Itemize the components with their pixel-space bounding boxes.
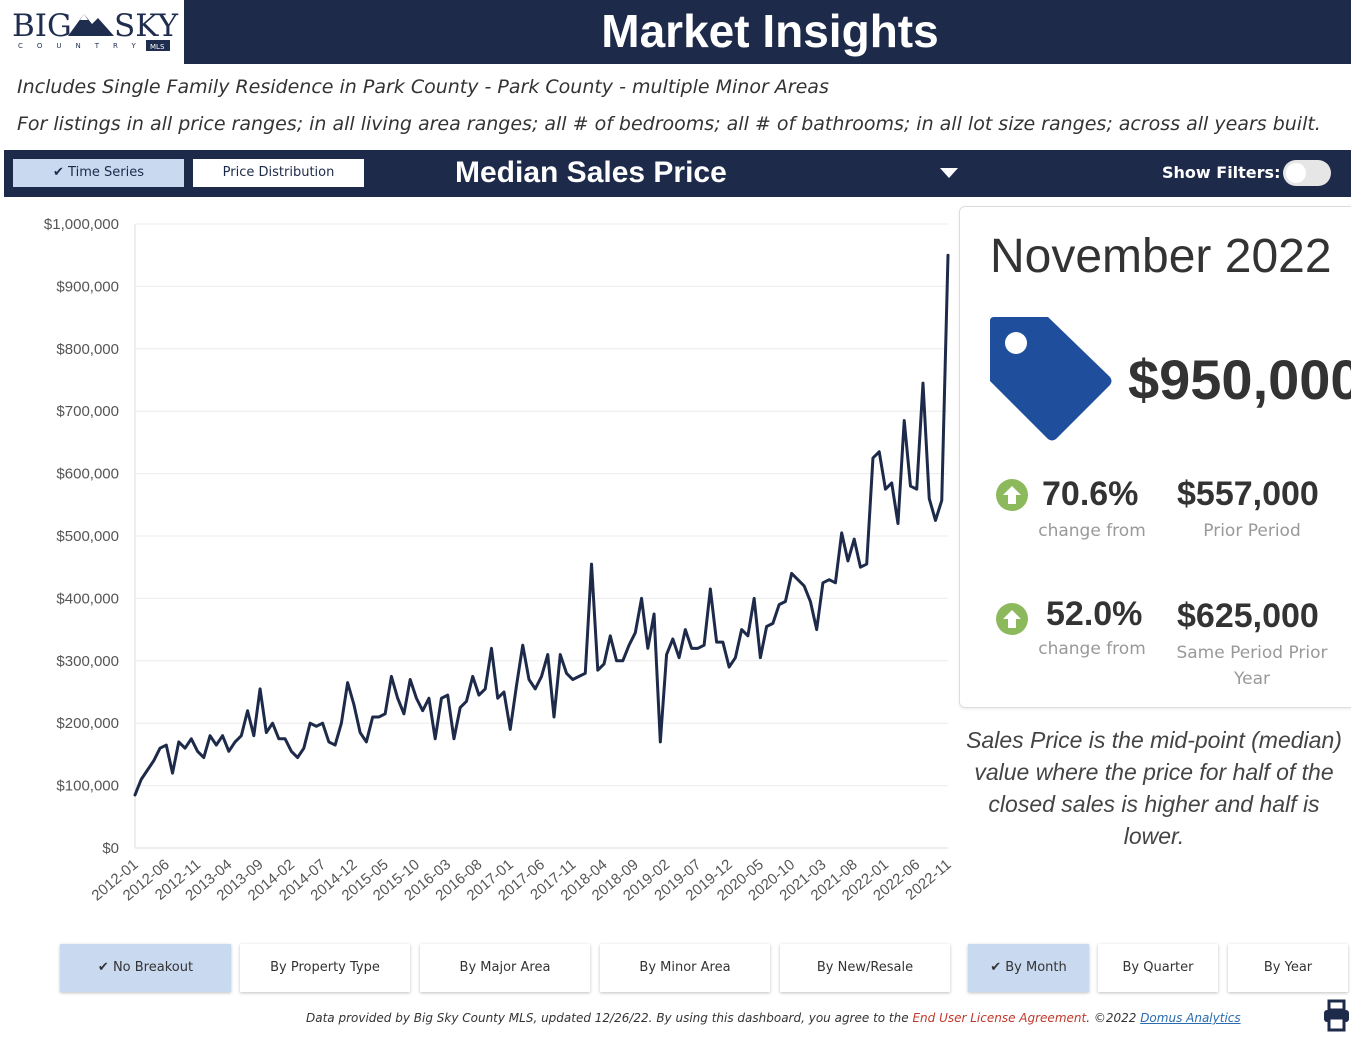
summary-card: November 2022 $950,000 70.6% change from… <box>959 206 1351 708</box>
by-new-resale-button[interactable]: By New/Resale <box>780 944 950 992</box>
price-distribution-button[interactable]: Price Distribution <box>193 159 364 187</box>
y-tick-label: $500,000 <box>56 528 119 545</box>
prior-period-value: $557,000 <box>1177 475 1319 513</box>
svg-text:BIG: BIG <box>12 8 72 44</box>
toolbar: ✔ Time Series Price Distribution Median … <box>4 150 1351 197</box>
y-tick-label: $800,000 <box>56 341 119 358</box>
prior-year-caption-1: Same Period Prior <box>1176 643 1328 663</box>
prior-year-value: $625,000 <box>1177 597 1319 635</box>
print-icon[interactable] <box>1322 999 1351 1032</box>
page-title: Market Insights <box>601 5 939 57</box>
by-year-button[interactable]: By Year <box>1228 944 1348 992</box>
chevron-down-icon <box>940 168 958 178</box>
domus-analytics-link[interactable]: Domus Analytics <box>1140 1011 1241 1025</box>
pct-change-prior-year: 52.0% <box>1046 595 1143 633</box>
by-minor-area-button[interactable]: By Minor Area <box>600 944 770 992</box>
median-explanation: Sales Price is the mid-point (median) va… <box>966 727 1342 849</box>
by-quarter-button[interactable]: By Quarter <box>1098 944 1218 992</box>
price-tag-icon <box>990 317 1112 441</box>
footer-copyright: . ©2022 <box>1086 1011 1141 1025</box>
svg-text:COUNTRY: COUNTRY <box>18 42 150 50</box>
y-tick-label: $700,000 <box>56 403 119 420</box>
current-value: $950,000 <box>1128 348 1351 411</box>
logo: BIG SKY COUNTRY MLS <box>0 0 182 64</box>
time-series-button[interactable]: ✔ Time Series <box>13 159 184 187</box>
filter-description-1: Includes Single Family Residence in Park… <box>17 76 829 98</box>
y-tick-label: $200,000 <box>56 715 119 732</box>
footer: Data provided by Big Sky County MLS, upd… <box>306 1011 1241 1025</box>
pct-change-prior: 70.6% <box>1042 475 1139 513</box>
eula-link[interactable]: End User License Agreement <box>912 1011 1087 1025</box>
prior-period-caption: Prior Period <box>1203 521 1301 541</box>
pct-change-prior-caption: change from <box>1038 521 1146 541</box>
footer-text: Data provided by Big Sky County MLS, upd… <box>306 1011 913 1025</box>
y-tick-label: $300,000 <box>56 653 119 670</box>
arrow-up-icon <box>996 479 1028 511</box>
series-line <box>133 253 950 797</box>
y-tick-label: $600,000 <box>56 466 119 483</box>
metric-dropdown[interactable]: Median Sales Price <box>445 150 966 197</box>
show-filters-toggle[interactable] <box>1283 160 1331 186</box>
prior-year-caption-2: Year <box>1234 669 1270 689</box>
mountain-logo-icon: BIG SKY COUNTRY MLS <box>12 8 179 51</box>
by-major-area-button[interactable]: By Major Area <box>420 944 590 992</box>
by-month-button[interactable]: ✔ By Month <box>968 944 1089 992</box>
y-tick-label: $400,000 <box>56 590 119 607</box>
title-bar: Market Insights <box>184 0 1351 64</box>
show-filters-label: Show Filters: <box>1162 163 1281 182</box>
median-price-chart: $0 $100,000 $200,000 $300,000 $400,000 $500,0… <box>44 216 955 904</box>
arrow-up-icon <box>996 603 1028 635</box>
metric-dropdown-label: Median Sales Price <box>455 156 727 189</box>
y-tick-label: $0 <box>102 840 119 857</box>
pct-change-prior-year-caption: change from <box>1038 639 1146 659</box>
no-breakout-button[interactable]: ✔ No Breakout <box>60 944 231 992</box>
y-tick-label: $1,000,000 <box>44 216 119 233</box>
svg-text:SKY: SKY <box>114 8 179 44</box>
y-tick-label: $900,000 <box>56 278 119 295</box>
by-property-type-button[interactable]: By Property Type <box>240 944 410 992</box>
header: BIG SKY COUNTRY MLS Market Insights <box>0 0 1351 64</box>
period-label: November 2022 <box>990 230 1332 283</box>
filter-description-2: For listings in all price ranges; in all… <box>17 113 1321 135</box>
y-tick-label: $100,000 <box>56 778 119 795</box>
logo-badge: MLS <box>150 43 165 51</box>
toggle-knob <box>1286 163 1306 183</box>
